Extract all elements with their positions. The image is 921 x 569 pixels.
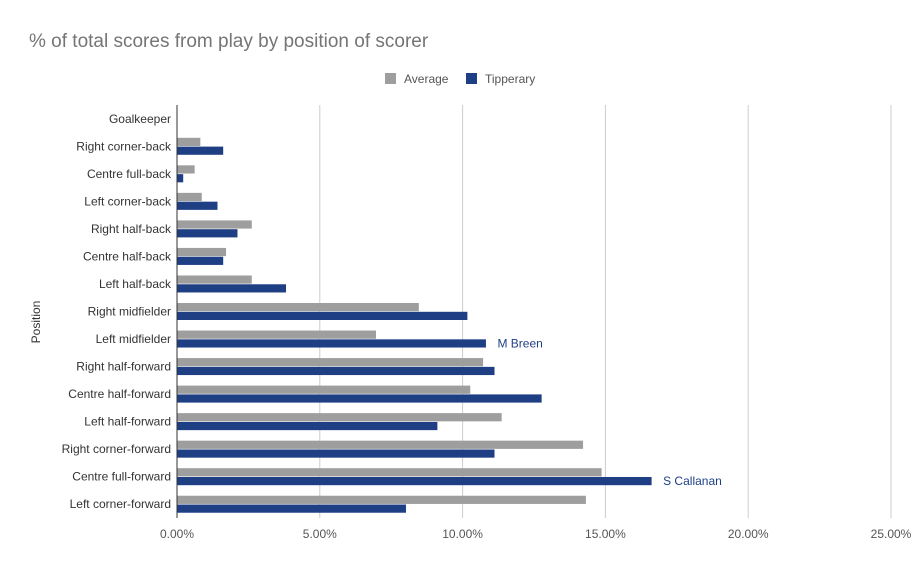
bar-average bbox=[177, 303, 419, 312]
bar-average bbox=[177, 220, 252, 229]
x-tick-label: 20.00% bbox=[728, 527, 769, 541]
annotation-label: S Callanan bbox=[663, 474, 722, 488]
bar-tipperary bbox=[177, 146, 224, 155]
category-label: Right half-back bbox=[91, 222, 172, 236]
bar-average bbox=[177, 358, 484, 367]
bar-tipperary bbox=[177, 339, 486, 348]
bar-tipperary bbox=[177, 449, 495, 458]
bar-average bbox=[177, 468, 602, 477]
category-label: Goalkeeper bbox=[109, 112, 171, 126]
category-label: Left half-back bbox=[99, 277, 172, 291]
legend: Average Tipperary bbox=[385, 72, 535, 86]
bar-tipperary bbox=[177, 229, 238, 238]
legend-label-average: Average bbox=[404, 72, 449, 86]
chart-title: % of total scores from play by position … bbox=[29, 31, 429, 52]
x-tick-label: 15.00% bbox=[585, 527, 626, 541]
bar-tipperary bbox=[177, 394, 542, 403]
category-label: Right midfielder bbox=[88, 305, 171, 319]
category-labels: Goalkeeper Right corner-back Centre full-b… bbox=[62, 112, 172, 511]
category-label: Right corner-forward bbox=[62, 442, 171, 456]
bars bbox=[177, 137, 652, 513]
y-axis-title: Position bbox=[29, 301, 43, 344]
category-label: Centre full-back bbox=[87, 167, 172, 181]
category-label: Left corner-forward bbox=[70, 497, 171, 511]
category-label: Centre half-back bbox=[83, 249, 172, 263]
legend-swatch-tipperary bbox=[466, 73, 477, 84]
category-label: Centre full-forward bbox=[72, 470, 171, 484]
x-tick-labels: 0.00% 5.00% 10.00% 15.00% 20.00% 25.00% bbox=[160, 527, 912, 541]
bar-tipperary bbox=[177, 201, 218, 210]
category-label: Right half-forward bbox=[76, 360, 171, 374]
bar-average bbox=[177, 137, 201, 146]
bar-tipperary bbox=[177, 174, 184, 183]
category-label: Left half-forward bbox=[84, 415, 171, 429]
bar-tipperary bbox=[177, 311, 468, 320]
bar-tipperary bbox=[177, 421, 438, 431]
x-tick-label: 0.00% bbox=[160, 527, 194, 541]
x-tick-label: 10.00% bbox=[442, 527, 483, 541]
bar-average bbox=[177, 247, 227, 257]
legend-swatch-average bbox=[385, 73, 396, 84]
category-label: Left midfielder bbox=[96, 332, 171, 346]
category-label: Right corner-back bbox=[76, 139, 172, 153]
bar-average bbox=[177, 495, 586, 504]
category-label: Centre half-forward bbox=[68, 387, 171, 401]
category-label: Left corner-back bbox=[84, 194, 172, 208]
bar-average bbox=[177, 165, 195, 174]
bar-average bbox=[177, 275, 252, 284]
annotations: M Breen S Callanan bbox=[497, 337, 721, 489]
bar-tipperary bbox=[177, 504, 406, 513]
gridlines bbox=[319, 105, 892, 518]
bar-average bbox=[177, 192, 202, 202]
x-tick-label: 5.00% bbox=[303, 527, 337, 541]
legend-label-tipperary: Tipperary bbox=[485, 72, 535, 86]
bar-average bbox=[177, 440, 584, 449]
bar-tipperary bbox=[177, 256, 224, 265]
bar-tipperary bbox=[177, 366, 495, 376]
bar-average bbox=[177, 413, 502, 422]
bar-average bbox=[177, 330, 376, 339]
bar-average bbox=[177, 385, 471, 394]
x-tick-label: 25.00% bbox=[871, 527, 912, 541]
bar-tipperary bbox=[177, 284, 287, 293]
bar-tipperary bbox=[177, 477, 652, 486]
annotation-label: M Breen bbox=[497, 337, 542, 351]
